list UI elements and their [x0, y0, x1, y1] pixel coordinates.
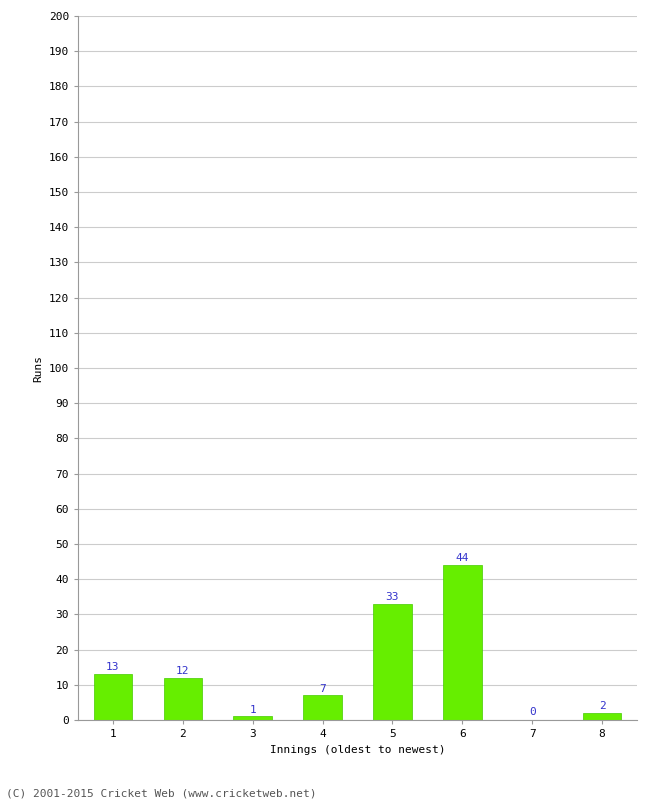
Text: 7: 7 [319, 683, 326, 694]
Text: 2: 2 [599, 701, 605, 711]
Text: 12: 12 [176, 666, 190, 676]
Text: 0: 0 [529, 707, 536, 717]
Bar [164, 678, 202, 720]
Bar [583, 713, 621, 720]
Text: 1: 1 [250, 705, 256, 714]
Bar [373, 604, 411, 720]
Text: (C) 2001-2015 Cricket Web (www.cricketweb.net): (C) 2001-2015 Cricket Web (www.cricketwe… [6, 788, 317, 798]
Text: 33: 33 [385, 592, 399, 602]
Bar [233, 717, 272, 720]
Text: 44: 44 [456, 554, 469, 563]
X-axis label: Innings (oldest to newest): Innings (oldest to newest) [270, 745, 445, 754]
Bar [94, 674, 132, 720]
Text: 13: 13 [106, 662, 120, 673]
Bar [443, 565, 482, 720]
Bar [304, 695, 342, 720]
Y-axis label: Runs: Runs [33, 354, 43, 382]
